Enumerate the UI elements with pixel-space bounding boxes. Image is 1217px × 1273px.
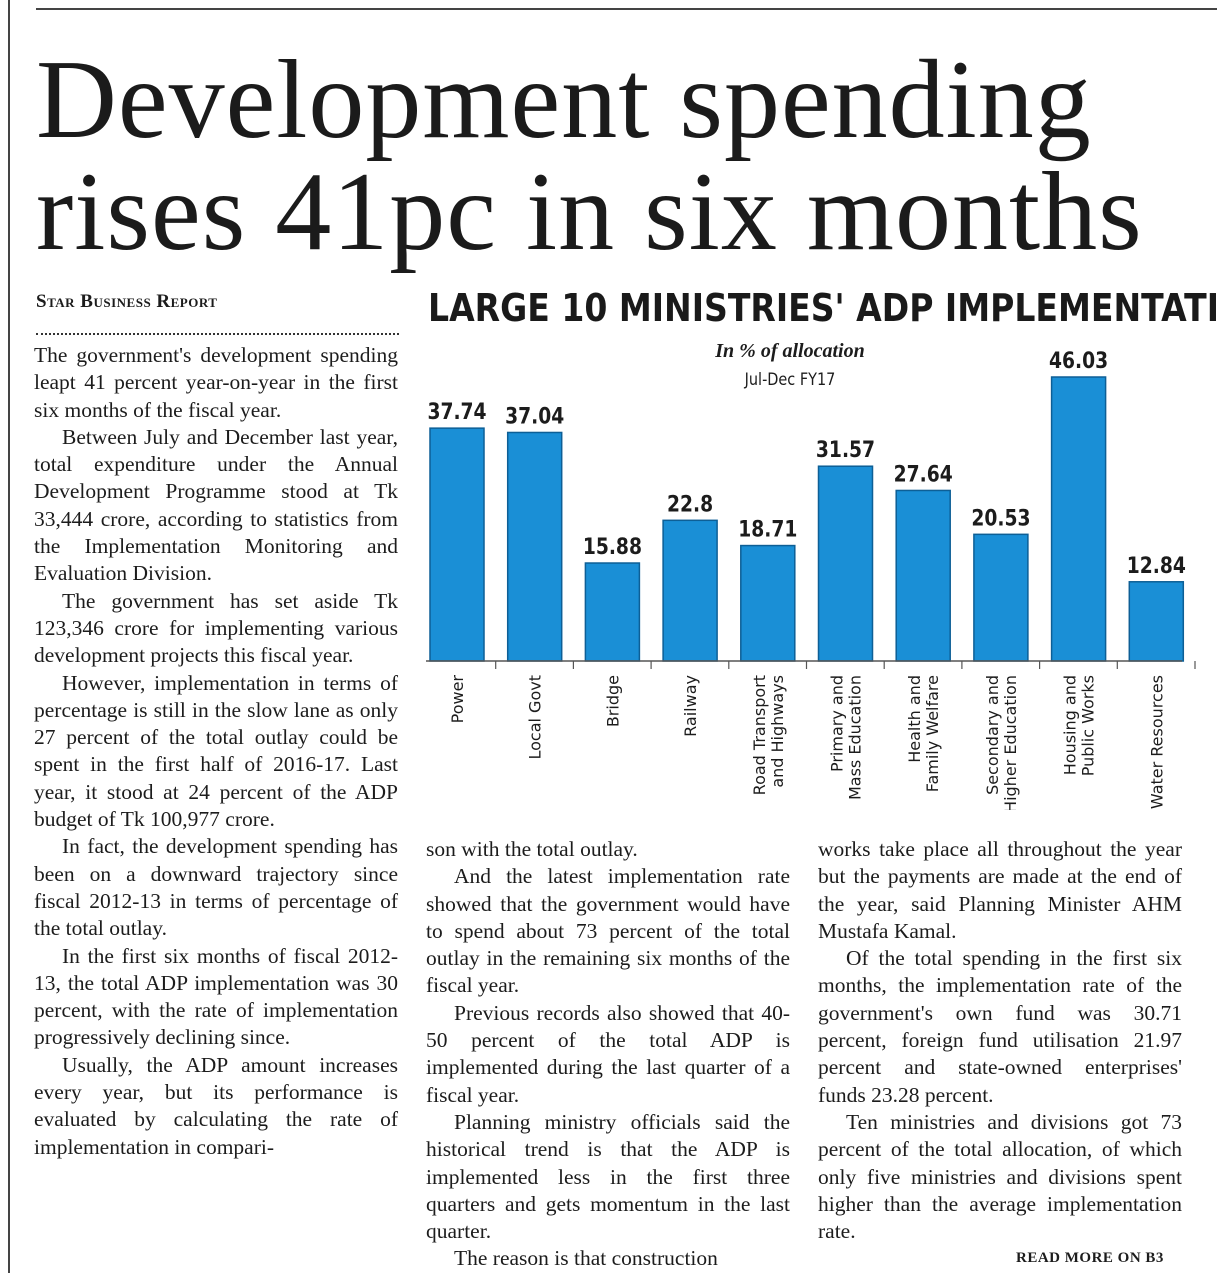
bar-value-label: 12.84 [1127, 552, 1186, 578]
page-top-rule [36, 8, 1217, 10]
bar-7 [895, 489, 951, 662]
category-label: Railway [681, 675, 700, 737]
byline-divider [36, 333, 399, 335]
paragraph: Of the total spending in the first six m… [818, 946, 1182, 1107]
paragraph: And the latest implementation rate showe… [426, 864, 790, 998]
article-column-2: son with the total outlay. And the lates… [426, 836, 790, 1273]
bar-value-label: 22.8 [667, 491, 713, 517]
category-label: and Highways [768, 675, 787, 788]
chart-subtitle: In % of allocation [715, 340, 865, 362]
category-label: Secondary and [983, 675, 1002, 795]
category-label: Road Transport [750, 675, 769, 795]
bar-value-label: 27.64 [894, 461, 953, 487]
bar-value-label: 15.88 [583, 534, 642, 560]
paragraph: Between July and December last year, tot… [34, 424, 398, 586]
paragraph: Usually, the ADP amount increases every … [34, 1052, 398, 1159]
bar-4 [662, 519, 718, 662]
article-column-1: The government's development spending le… [34, 342, 398, 1161]
paragraph: The reason is that construction [454, 1246, 718, 1271]
bar-value-label: 31.57 [816, 437, 875, 463]
bar-5 [740, 544, 796, 662]
bar-chart: 37.74 Power 37.04 Local Govt 15.88 Bridge 22.8… [426, 348, 1196, 810]
category-label: Primary and [828, 675, 847, 772]
headline: Development spending rises 41pc in six m… [36, 44, 1206, 268]
byline: Star Business Report [36, 291, 218, 312]
category-label: Water Resources [1147, 675, 1166, 809]
bar-2 [506, 431, 563, 662]
chart-title: LARGE 10 MINISTRIES' ADP IMPLEMENTATION [428, 286, 1217, 330]
headline-line-1: Development spending [36, 38, 1092, 162]
paragraph: In fact, the development spending has be… [34, 834, 398, 941]
paragraph: However, implementation in terms of perc… [34, 670, 398, 832]
paragraph: The government has set aside Tk 123,346 … [34, 588, 398, 668]
paragraph: The government's development spending le… [34, 343, 398, 422]
category-label: Health and [905, 675, 924, 763]
paragraph: works take place all throughout the year… [818, 837, 1182, 943]
paragraph: son with the total outlay. [426, 837, 638, 861]
category-label: Bridge [603, 675, 622, 727]
bar-9 [1050, 376, 1107, 662]
bar-value-label: 20.53 [971, 505, 1030, 531]
page-left-rule [8, 0, 10, 1273]
bar-value-label: 37.04 [505, 403, 564, 429]
paragraph: Planning ministry officials said the his… [426, 1109, 790, 1244]
category-label: Housing and [1061, 675, 1080, 775]
bar-6 [817, 465, 874, 662]
bar-value-label: 46.03 [1049, 348, 1108, 374]
bar-1 [429, 427, 485, 662]
bar-value-label: 37.74 [427, 399, 486, 425]
bar-10 [1128, 581, 1185, 662]
chart-period: Jul-Dec FY17 [744, 370, 836, 390]
bar-8 [973, 533, 1029, 662]
article-column-3: works take place all throughout the year… [818, 836, 1182, 1245]
category-label: Higher Education [1001, 675, 1020, 810]
bar-value-label: 18.71 [738, 516, 797, 542]
category-label: Local Govt [526, 675, 545, 759]
category-label: Family Welfare [923, 675, 942, 792]
category-label: Mass Education [846, 675, 865, 800]
category-label: Public Works [1079, 675, 1098, 776]
paragraph: Previous records also showed that 40-50 … [426, 1000, 790, 1107]
bar-3 [584, 562, 641, 662]
category-label: Power [448, 675, 467, 724]
headline-line-2: rises 41pc in six months [36, 150, 1143, 274]
paragraph: In the first six months of fiscal 2012-1… [34, 943, 398, 1050]
paragraph: Ten ministries and divisions got 73 perc… [818, 1109, 1182, 1244]
read-more-link[interactable]: READ MORE ON B3 [1016, 1250, 1164, 1266]
